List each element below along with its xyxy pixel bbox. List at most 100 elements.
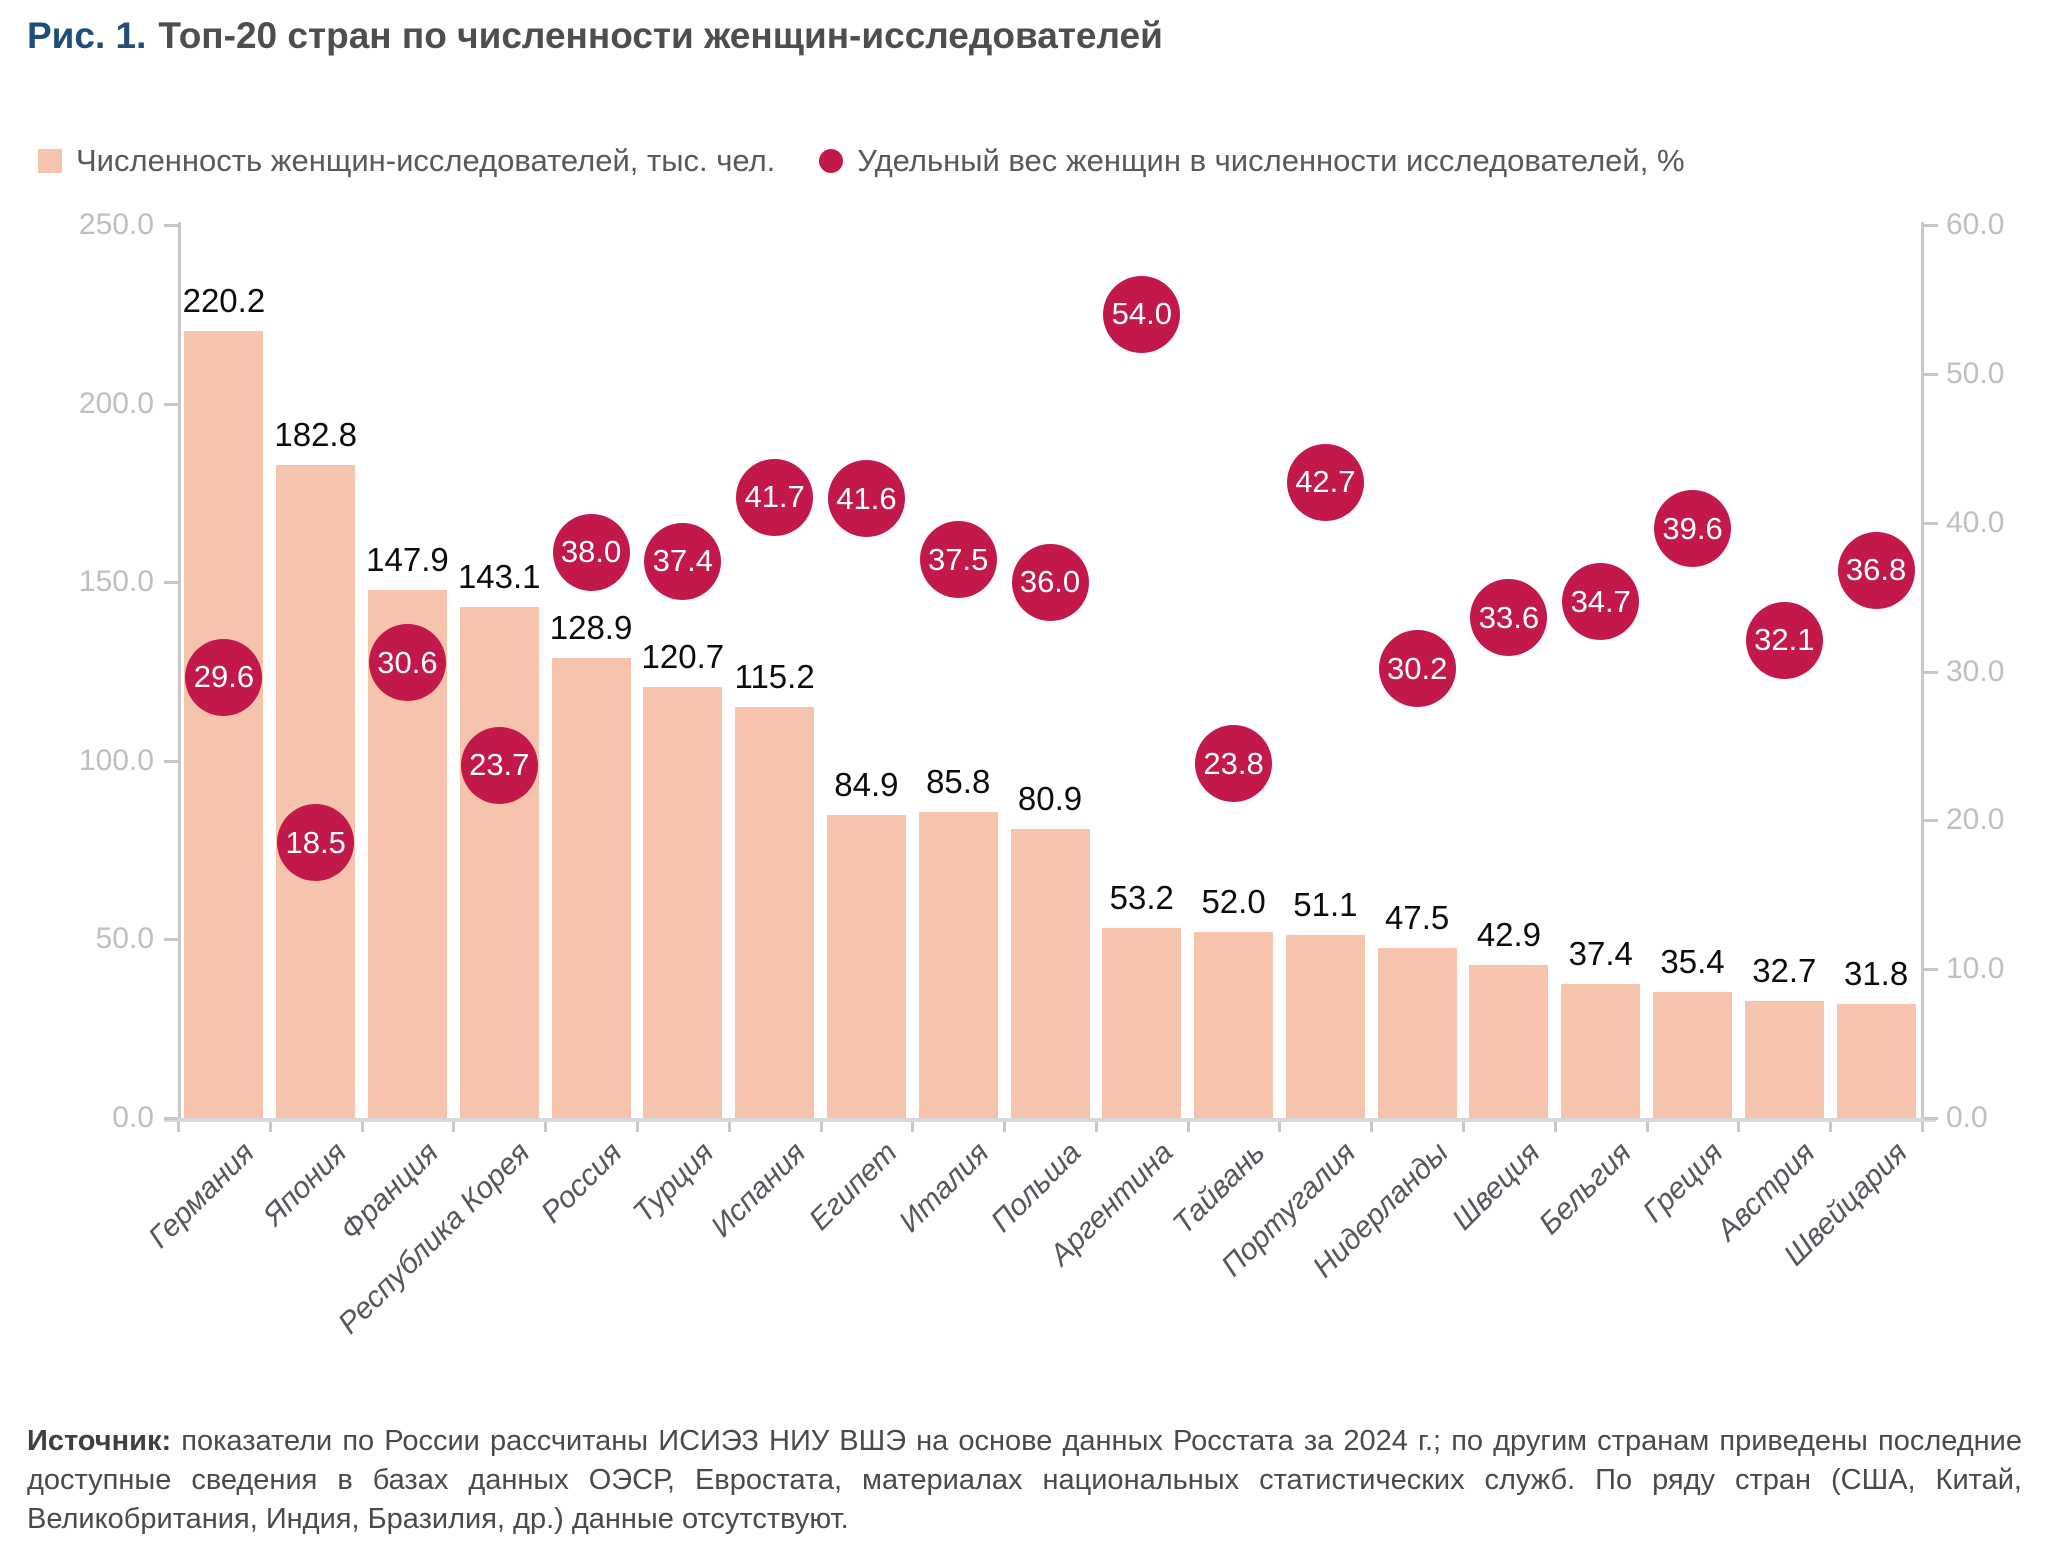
dot-value-marker: 33.6 [1470, 579, 1548, 657]
x-category-label: Бельгия [1533, 1136, 1639, 1241]
left-axis-tick [164, 1117, 178, 1120]
source-note: Источник: показатели по России рассчитан… [27, 1422, 2022, 1539]
right-axis-tick-label: 30.0 [1946, 654, 2005, 688]
bar-value-label: 220.2 [182, 282, 266, 320]
dot-value-marker: 39.6 [1654, 490, 1732, 568]
x-axis-tick [1553, 1122, 1557, 1132]
bar-value-label: 147.9 [366, 540, 449, 578]
bar-value-label: 52.0 [1201, 883, 1266, 921]
x-axis-tick [1094, 1122, 1098, 1132]
dot-value-marker: 23.7 [460, 726, 538, 804]
dot-value-marker: 32.1 [1745, 601, 1823, 679]
dot-value-marker: 41.7 [736, 458, 814, 536]
dot-value-marker: 34.7 [1562, 563, 1640, 641]
dot-series-marker-icon [819, 149, 844, 173]
dot-value-marker: 36.8 [1837, 531, 1915, 609]
right-axis-tick [1924, 1117, 1938, 1120]
left-axis-tick [164, 759, 178, 763]
legend-label-bars: Численность женщин-исследователей, тыс. … [76, 143, 776, 178]
dot-value-marker: 36.0 [1011, 543, 1089, 621]
bar [1469, 964, 1549, 1118]
right-axis-tick-label: 50.0 [1946, 356, 2005, 390]
dot-value-marker: 37.4 [644, 522, 722, 600]
dot-value-marker: 38.0 [552, 513, 630, 591]
bar [826, 814, 906, 1118]
dot-value-marker: 37.5 [919, 521, 997, 599]
x-axis-tick [1186, 1122, 1190, 1132]
bar [1653, 991, 1733, 1118]
legend-label-dots: Удельный вес женщин в численности исслед… [857, 143, 1685, 178]
right-axis-tick [1924, 819, 1938, 823]
x-category-label: Россия [534, 1136, 629, 1230]
right-axis-tick [1924, 968, 1938, 972]
bar-value-label: 115.2 [734, 657, 815, 695]
dot-value-marker: 30.2 [1378, 630, 1456, 708]
x-axis-tick [544, 1122, 548, 1132]
chart-plot-area: 0.0 50.0 100.0 150.0 200.0 250.0 0.0 10.0 20.0 30… [78, 208, 2005, 1340]
right-axis-tick-label: 20.0 [1946, 803, 2005, 837]
bar [1285, 935, 1365, 1118]
left-axis-tick-label: 50.0 [95, 922, 154, 956]
right-axis-tick-label: 40.0 [1946, 505, 2005, 539]
bar-value-label: 128.9 [549, 608, 633, 646]
x-axis-tick [819, 1122, 823, 1132]
bar-value-label: 37.4 [1568, 935, 1633, 973]
left-axis-tick [164, 581, 178, 585]
left-axis-tick [164, 224, 178, 227]
x-axis-tick [177, 1122, 180, 1132]
legend-item-bars: Численность женщин-исследователей, тыс. … [38, 143, 775, 179]
bar [1744, 1001, 1824, 1118]
bar-value-label: 80.9 [1017, 780, 1083, 818]
bar [918, 811, 998, 1118]
chart-legend: Численность женщин-исследователей, тыс. … [38, 143, 1685, 179]
x-category-label: Турция [626, 1136, 721, 1230]
right-axis-tick [1924, 224, 1938, 227]
bar [551, 657, 631, 1118]
bar [459, 606, 539, 1118]
x-axis-tick [452, 1122, 456, 1132]
bar [1561, 984, 1641, 1118]
right-axis-tick-label: 0.0 [1946, 1101, 1988, 1134]
bar [735, 706, 815, 1118]
bar [1836, 1004, 1916, 1118]
x-axis-line [164, 1118, 1936, 1122]
x-axis-tick [1737, 1122, 1741, 1132]
x-axis-tick [1829, 1122, 1833, 1132]
left-axis-tick [164, 402, 178, 406]
right-axis-line [1921, 222, 1924, 1118]
bar-value-label: 31.8 [1843, 955, 1909, 993]
x-axis-tick [1645, 1122, 1649, 1132]
figure-number: Рис. 1. [27, 15, 147, 56]
x-axis-tick [1370, 1122, 1374, 1132]
figure-title: Рис. 1. Топ-20 стран по численности женщи… [27, 14, 1163, 58]
bar-value-label: 32.7 [1752, 952, 1817, 990]
x-axis-tick [1462, 1122, 1466, 1132]
x-axis-tick [1921, 1122, 1924, 1132]
left-axis-tick-label: 150.0 [78, 565, 154, 599]
bar-value-label: 143.1 [457, 557, 541, 595]
bar-value-label: 53.2 [1109, 878, 1174, 916]
x-category-label: Египет [803, 1136, 904, 1237]
x-category-label: Германия [142, 1136, 262, 1255]
right-axis-tick [1924, 372, 1938, 376]
dot-value-marker: 18.5 [277, 804, 355, 882]
figure-title-text: Топ-20 стран по численности женщин-иссле… [158, 15, 1163, 56]
left-axis-line [178, 222, 181, 1118]
bar-value-label: 182.8 [274, 416, 357, 454]
x-axis-tick [727, 1122, 731, 1132]
left-axis-tick-label: 0.0 [112, 1101, 154, 1134]
x-axis-tick [1278, 1122, 1282, 1132]
x-category-label: Испания [704, 1136, 812, 1244]
bar-value-label: 42.9 [1476, 915, 1542, 953]
x-axis-tick [360, 1122, 364, 1132]
dot-value-marker: 29.6 [185, 638, 263, 716]
bar [643, 686, 723, 1118]
dot-value-marker: 41.6 [827, 460, 905, 538]
bar [276, 465, 356, 1118]
bar-series-swatch-icon [38, 149, 62, 173]
x-category-label: Италия [892, 1136, 996, 1239]
bar-value-label: 35.4 [1660, 942, 1725, 980]
x-axis-tick [1003, 1122, 1007, 1132]
x-category-label: Греция [1637, 1136, 1730, 1229]
